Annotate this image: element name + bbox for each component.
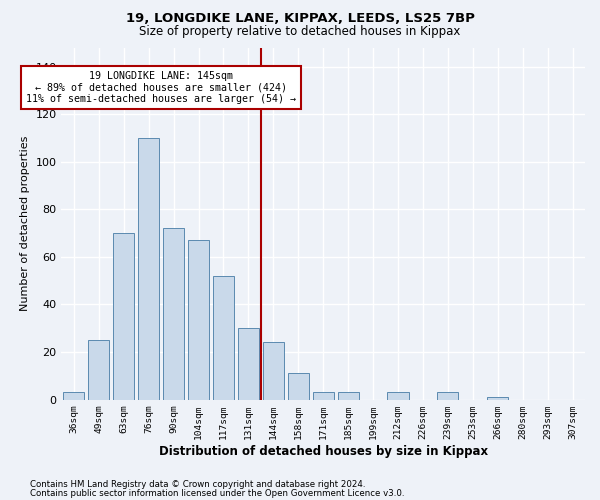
Bar [388, 392, 409, 400]
Bar [313, 392, 334, 400]
Text: Contains HM Land Registry data © Crown copyright and database right 2024.: Contains HM Land Registry data © Crown c… [30, 480, 365, 489]
Text: 19 LONGDIKE LANE: 145sqm
← 89% of detached houses are smaller (424)
11% of semi-: 19 LONGDIKE LANE: 145sqm ← 89% of detach… [26, 72, 296, 104]
Bar [163, 228, 184, 400]
Bar [338, 392, 359, 400]
Bar [213, 276, 234, 400]
Bar [88, 340, 109, 400]
Bar [63, 392, 85, 400]
Bar [238, 328, 259, 400]
Bar [287, 374, 309, 400]
Bar [188, 240, 209, 400]
Y-axis label: Number of detached properties: Number of detached properties [20, 136, 30, 311]
Text: 19, LONGDIKE LANE, KIPPAX, LEEDS, LS25 7BP: 19, LONGDIKE LANE, KIPPAX, LEEDS, LS25 7… [125, 12, 475, 26]
Bar [138, 138, 159, 400]
Bar [437, 392, 458, 400]
Bar [263, 342, 284, 400]
Bar [487, 397, 508, 400]
Text: Contains public sector information licensed under the Open Government Licence v3: Contains public sector information licen… [30, 490, 404, 498]
X-axis label: Distribution of detached houses by size in Kippax: Distribution of detached houses by size … [158, 444, 488, 458]
Text: Size of property relative to detached houses in Kippax: Size of property relative to detached ho… [139, 25, 461, 38]
Bar [113, 233, 134, 400]
